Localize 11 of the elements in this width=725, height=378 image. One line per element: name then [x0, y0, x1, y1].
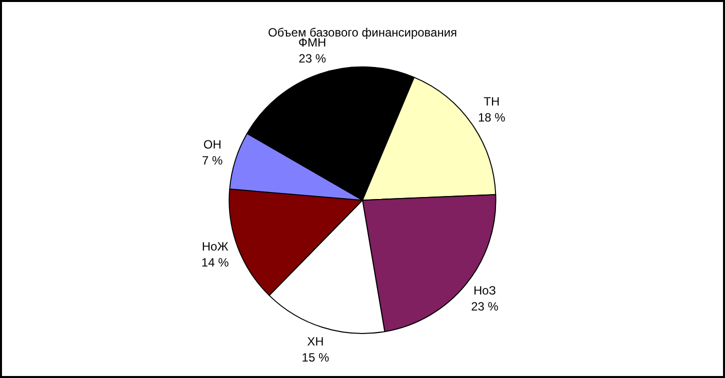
- slice-label: ОН: [203, 137, 222, 152]
- slice-label: ТН: [484, 94, 500, 109]
- slice-label: НоЖ: [202, 239, 228, 254]
- data-label: 23 %: [298, 51, 326, 66]
- slice-label: НоЗ: [473, 284, 496, 298]
- slice-label: ХН: [307, 334, 324, 349]
- data-label: 7 %: [202, 153, 224, 168]
- data-label: 23 %: [471, 300, 499, 314]
- data-label: 15 %: [302, 350, 330, 365]
- data-label: 14 %: [201, 255, 230, 270]
- data-label: 18 %: [478, 110, 506, 125]
